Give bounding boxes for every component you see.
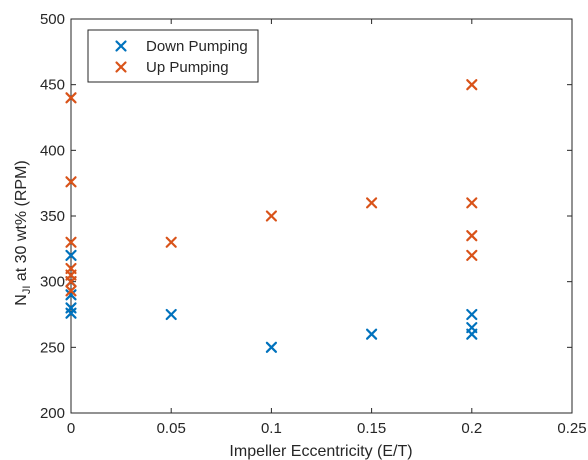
y-axis-label-rest: at 30 wt% (RPM) <box>13 160 30 285</box>
legend-marker <box>115 40 127 52</box>
data-point <box>466 197 478 209</box>
data-point <box>466 249 478 261</box>
ticks-layer: 0 0.05 0.1 0.15 0.2 0.25 200 250 300 350 400 450 500 <box>40 11 587 437</box>
data-point <box>265 341 277 353</box>
data-point <box>65 176 77 188</box>
legend-box <box>87 29 259 83</box>
data-point <box>65 289 77 301</box>
y-tick-label: 400 <box>40 142 65 159</box>
x-tick-label: 0.25 <box>557 420 586 437</box>
data-point <box>65 285 77 297</box>
data-point <box>466 328 478 340</box>
data-point <box>165 308 177 321</box>
legend-label: Down Pumping <box>146 38 248 55</box>
y-axis-label-main: N <box>13 294 30 306</box>
y-axis-label: NJI at 30 wt% (RPM) <box>13 160 33 305</box>
data-point <box>65 92 77 104</box>
x-tick-label: 0.15 <box>357 420 386 437</box>
x-tick-label: 0.1 <box>261 420 282 437</box>
data-point <box>466 230 478 242</box>
data-point <box>165 236 177 248</box>
data-point <box>466 79 478 91</box>
series-down-pumping <box>65 249 478 353</box>
x-tick-label: 0.2 <box>461 420 482 437</box>
y-tick-label: 300 <box>40 274 65 291</box>
x-axis-label: Impeller Eccentricity (E/T) <box>229 443 412 460</box>
marks-layer <box>65 79 478 353</box>
y-tick-label: 350 <box>40 208 65 225</box>
y-tick-label: 500 <box>40 11 65 28</box>
x-tick-label: 0 <box>67 420 75 437</box>
legend-marker <box>115 61 127 73</box>
y-tick-label: 200 <box>40 405 65 422</box>
y-tick-label: 250 <box>40 339 65 356</box>
legend: Down Pumping Up Pumping <box>87 29 259 83</box>
data-point <box>466 308 478 321</box>
series-up-pumping <box>65 79 478 297</box>
data-point <box>65 249 77 261</box>
data-point <box>265 210 277 222</box>
x-tick-label: 0.05 <box>157 420 186 437</box>
data-point <box>366 197 378 209</box>
y-tick-label: 450 <box>40 77 65 94</box>
data-point <box>65 307 77 319</box>
legend-label: Up Pumping <box>146 59 229 76</box>
data-point <box>65 236 77 248</box>
data-point <box>366 328 378 340</box>
data-point <box>65 276 77 288</box>
y-axis-label-subscript: JI <box>21 286 33 295</box>
